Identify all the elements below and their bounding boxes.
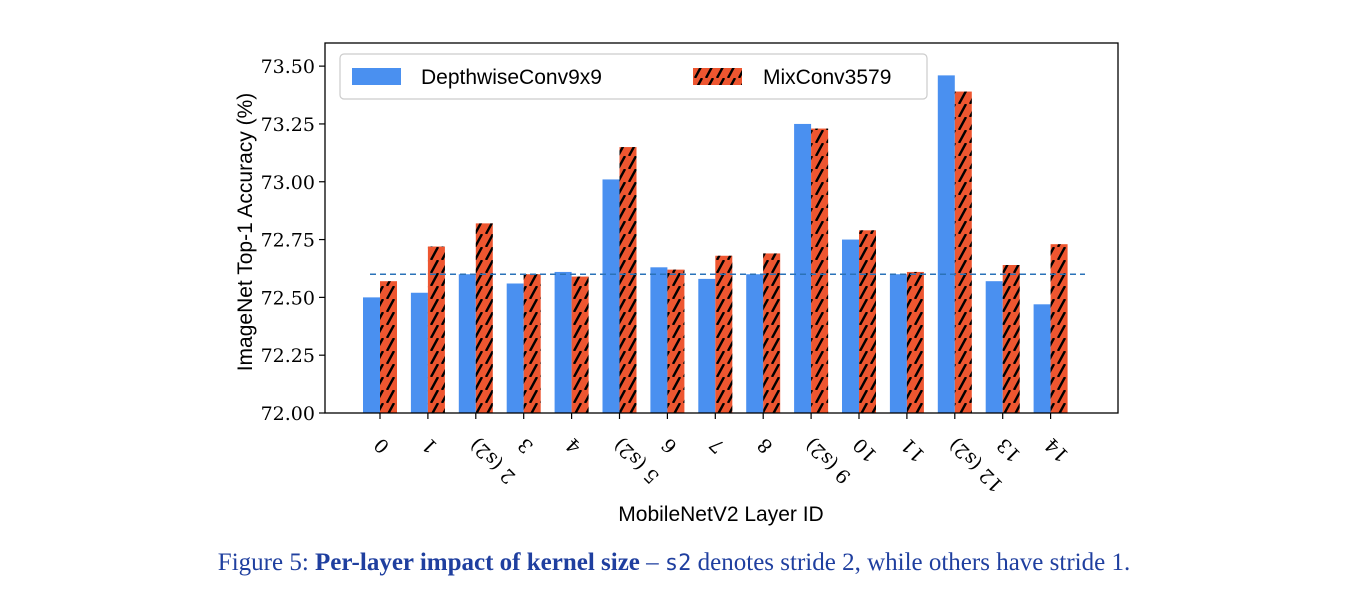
bar-depthwise-12 bbox=[937, 75, 955, 413]
caption-code: s2 bbox=[664, 551, 692, 576]
y-axis-title: ImageNet Top-1 Accuracy (%) bbox=[234, 93, 257, 372]
bar-mixconv-hatch-11 bbox=[906, 271, 924, 413]
x-tick-label-5: 5 (s2) bbox=[609, 433, 663, 487]
y-tick-label-3: 72.75 bbox=[261, 230, 315, 252]
bar-mixconv-hatch-2 bbox=[475, 223, 493, 413]
bar-mixconv-hatch-5 bbox=[619, 147, 637, 413]
caption-prefix: Figure 5: bbox=[217, 549, 316, 576]
bar-depthwise-5 bbox=[602, 179, 620, 413]
bar-depthwise-1 bbox=[410, 292, 428, 413]
plot-frame bbox=[324, 42, 1119, 414]
bar-mixconv-hatch-0 bbox=[380, 281, 397, 413]
x-tick-label-6: 6 bbox=[657, 433, 681, 457]
x-tick-label-9: 9 (s2) bbox=[801, 433, 855, 487]
bar-mixconv-hatch-4 bbox=[571, 276, 589, 413]
legend-label-mixconv: MixConv3579 bbox=[763, 66, 891, 89]
bar-depthwise-2 bbox=[458, 274, 476, 413]
legend-label-depthwise: DepthwiseConv9x9 bbox=[421, 66, 602, 89]
x-tick-label-2: 2 (s2) bbox=[466, 433, 520, 487]
bar-depthwise-9 bbox=[794, 123, 812, 413]
x-tick-label-4: 4 bbox=[562, 433, 586, 457]
bar-depthwise-13 bbox=[985, 281, 1003, 413]
bar-mixconv-hatch-12 bbox=[954, 91, 972, 413]
bar-depthwise-14 bbox=[1033, 304, 1051, 413]
y-axis: 72.00 72.25 72.50 72.75 73.00 73.25 73.50 bbox=[261, 56, 325, 425]
x-tick-label-12: 12 (s2) bbox=[945, 433, 1008, 496]
bar-mixconv-hatch-14 bbox=[1050, 244, 1068, 413]
bar-mixconv-hatch-9 bbox=[811, 128, 829, 413]
y-tick-label-5: 73.25 bbox=[261, 114, 315, 136]
legend: DepthwiseConv9x9 MixConv3579 bbox=[339, 53, 928, 100]
x-axis-title: MobileNetV2 Layer ID bbox=[618, 503, 823, 526]
y-tick-label-1: 72.25 bbox=[261, 345, 315, 367]
caption-dash: – bbox=[639, 549, 665, 576]
y-tick-label-2: 72.50 bbox=[261, 287, 315, 309]
x-tick-label-11: 11 bbox=[897, 433, 930, 466]
bar-depthwise-0 bbox=[363, 297, 380, 413]
caption-bold: Per-layer impact of kernel size bbox=[315, 549, 640, 576]
x-tick-label-1: 1 bbox=[418, 433, 442, 457]
bar-mixconv-hatch-1 bbox=[427, 246, 445, 413]
bar-mixconv-hatch-8 bbox=[763, 253, 781, 413]
x-tick-label-0: 0 bbox=[370, 433, 394, 457]
bar-depthwise-10 bbox=[842, 239, 859, 413]
bar-depthwise-7 bbox=[698, 278, 716, 413]
bar-depthwise-6 bbox=[650, 267, 668, 413]
bar-mixconv-hatch-7 bbox=[715, 255, 733, 413]
caption-rest: denotes stride 2, while others have stri… bbox=[691, 549, 1131, 576]
x-tick-label-3: 3 bbox=[514, 433, 538, 457]
x-tick-label-7: 7 bbox=[705, 433, 729, 457]
y-tick-label-0: 72.00 bbox=[261, 403, 315, 425]
bar-mixconv-hatch-10 bbox=[859, 230, 876, 413]
bar-depthwise-3 bbox=[506, 283, 524, 413]
bar-depthwise-4 bbox=[554, 271, 572, 413]
bar-depthwise-11 bbox=[889, 274, 907, 413]
x-tick-label-14: 14 bbox=[1041, 433, 1074, 466]
bar-mixconv-hatch-3 bbox=[523, 274, 541, 413]
legend-swatch-depthwise bbox=[352, 68, 401, 85]
legend-swatch-mixconv-hatch bbox=[693, 68, 742, 85]
legend-frame bbox=[339, 53, 928, 100]
x-tick-label-8: 8 bbox=[753, 433, 777, 457]
figure-caption: Figure 5: Per-layer impact of kernel siz… bbox=[0, 549, 1348, 577]
bar-depthwise-8 bbox=[746, 274, 764, 413]
x-tick-label-13: 13 bbox=[993, 433, 1026, 466]
bar-mixconv-hatch-6 bbox=[667, 269, 685, 413]
y-tick-label-4: 73.00 bbox=[261, 172, 315, 194]
x-tick-label-10: 10 bbox=[849, 433, 882, 466]
bar-mixconv-hatch-13 bbox=[1002, 265, 1020, 413]
bars-layer bbox=[363, 75, 1068, 413]
y-tick-label-6: 73.50 bbox=[261, 56, 315, 78]
